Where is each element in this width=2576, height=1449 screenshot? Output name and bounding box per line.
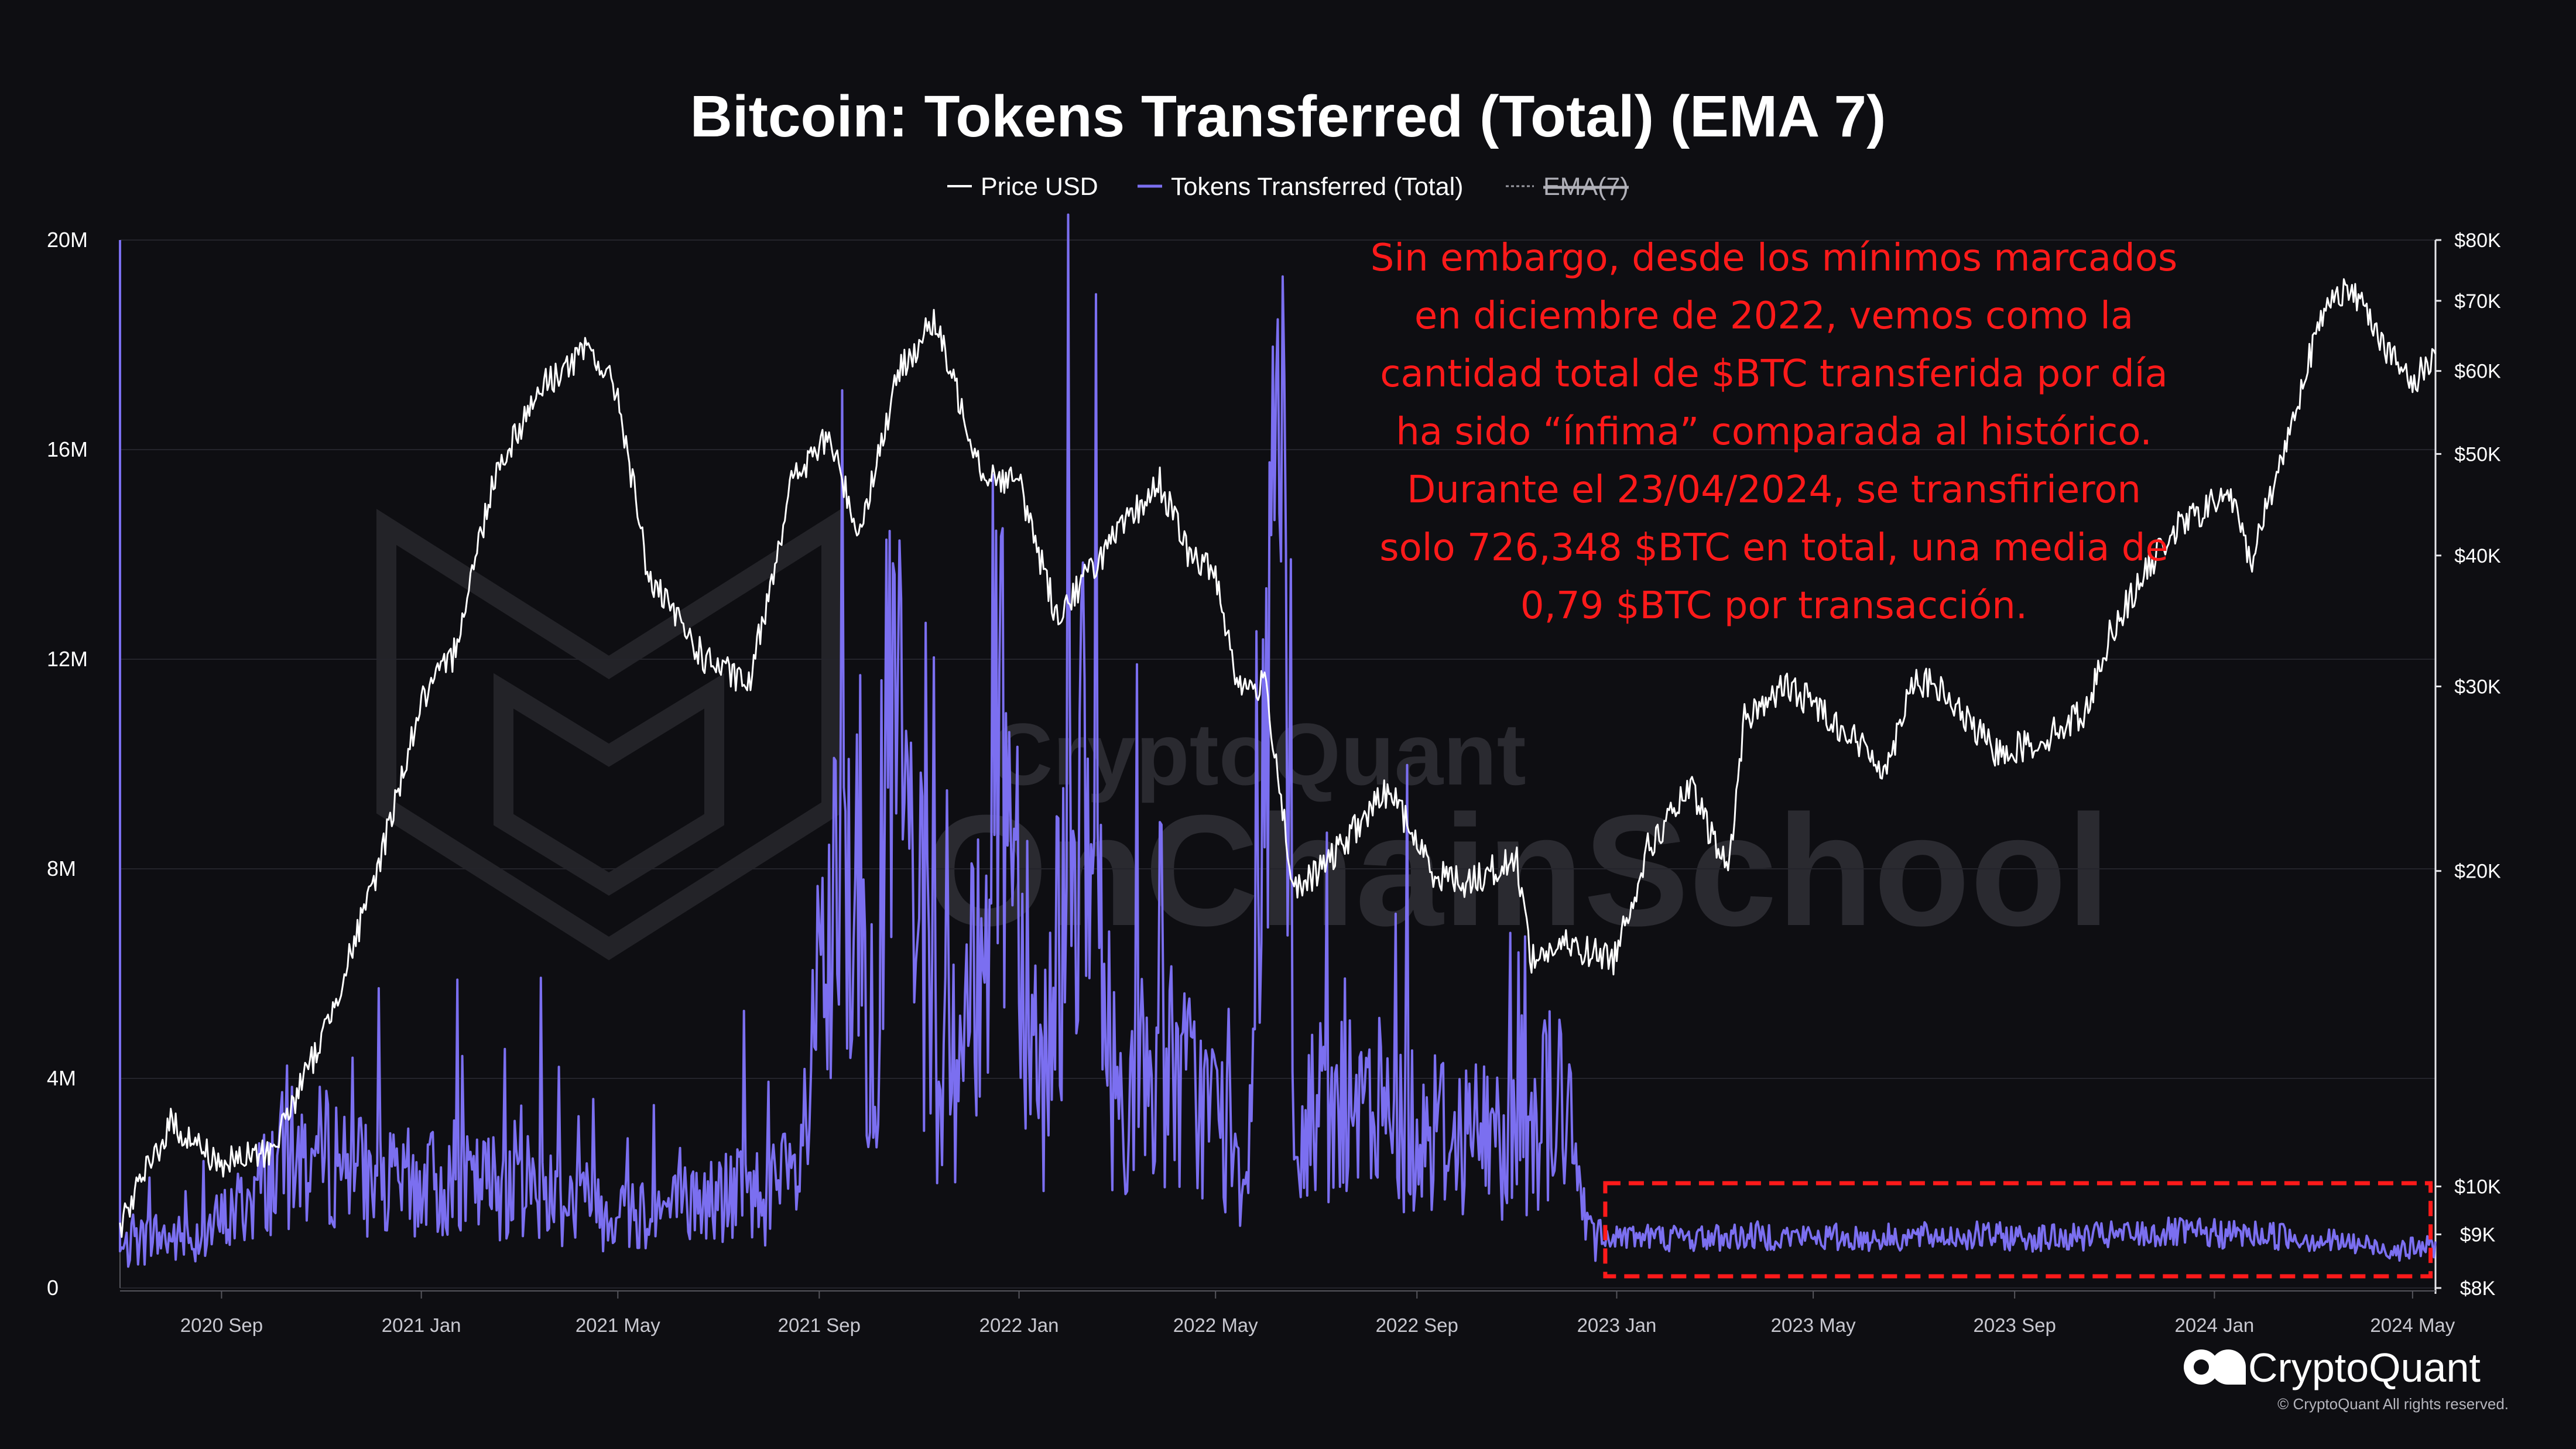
left-axis-ticks: 0 4M 8M 12M 16M 20M xyxy=(47,228,88,1300)
tokens-series xyxy=(119,213,2437,1268)
x-tick-0: 2020 Sep xyxy=(180,1314,263,1336)
chart-title: Bitcoin: Tokens Transferred (Total) (EMA… xyxy=(690,84,1886,149)
right-tick-0: $80K xyxy=(2454,229,2501,252)
highlight-box xyxy=(1603,1181,2433,1279)
right-tick-3: $50K xyxy=(2454,443,2501,465)
x-tick-2: 2021 May xyxy=(576,1314,660,1336)
price-line xyxy=(119,278,2437,1238)
legend-item-tokens[interactable]: Tokens Transferred (Total) xyxy=(1138,173,1463,201)
x-tick-7: 2023 Jan xyxy=(1577,1314,1657,1336)
right-tick-4: $40K xyxy=(2454,545,2501,567)
x-tick-10: 2024 Jan xyxy=(2175,1314,2255,1336)
x-tick-9: 2023 Sep xyxy=(1974,1314,2056,1336)
annotation-text: Sin embargo, desde los mínimos marcados e… xyxy=(1371,237,2178,628)
left-tick-3: 12M xyxy=(47,647,88,671)
annotation-line-5: solo 726,348 $BTC en total, una media de xyxy=(1379,526,2168,570)
brand: CryptoQuant © CryptoQuant All rights res… xyxy=(2184,1345,2509,1413)
annotation-line-0: Sin embargo, desde los mínimos marcados xyxy=(1371,237,2178,280)
right-tick-5: $30K xyxy=(2454,676,2501,698)
x-tick-11: 2024 May xyxy=(2370,1314,2455,1336)
price-series xyxy=(119,278,2437,1238)
brand-name: CryptoQuant xyxy=(2248,1345,2481,1390)
watermark-logo xyxy=(376,509,841,961)
tokens-line xyxy=(119,213,2437,1268)
x-tick-4: 2022 Jan xyxy=(979,1314,1059,1336)
right-tick-6: $20K xyxy=(2454,861,2501,883)
x-tick-8: 2023 May xyxy=(1771,1314,1856,1336)
left-tick-1: 4M xyxy=(47,1066,76,1090)
x-tick-1: 2021 Jan xyxy=(382,1314,461,1336)
legend-label-price: Price USD xyxy=(981,173,1098,201)
annotation-line-1: en diciembre de 2022, vemos como la xyxy=(1414,294,2133,338)
annotation-line-3: ha sido “ínfima” comparada al histórico. xyxy=(1396,410,2152,454)
left-tick-2: 8M xyxy=(47,857,76,881)
copyright-text: © CryptoQuant All rights reserved. xyxy=(2277,1395,2509,1413)
right-tick-2: $60K xyxy=(2454,361,2501,383)
x-tick-6: 2022 Sep xyxy=(1376,1314,1458,1336)
annotation-line-2: cantidad total de $BTC transferida por d… xyxy=(1380,352,2167,396)
legend-item-price[interactable]: Price USD xyxy=(947,173,1098,201)
left-tick-4: 16M xyxy=(47,437,88,461)
annotation-line-6: 0,79 $BTC por transacción. xyxy=(1520,584,2027,628)
left-tick-5: 20M xyxy=(47,228,88,252)
x-tick-3: 2021 Sep xyxy=(778,1314,861,1336)
right-tick-8: $9K xyxy=(2460,1224,2496,1246)
right-tick-1: $70K xyxy=(2454,290,2501,313)
annotation-line-4: Durante el 23/04/2024, se transfirieron xyxy=(1407,468,2141,512)
right-tick-7: $10K xyxy=(2454,1176,2501,1198)
cryptoquant-logo-icon xyxy=(2184,1349,2246,1385)
legend: Price USD Tokens Transferred (Total) EMA… xyxy=(947,173,1629,201)
x-tick-5: 2022 May xyxy=(1173,1314,1258,1336)
legend-label-tokens: Tokens Transferred (Total) xyxy=(1171,173,1463,201)
left-tick-0: 0 xyxy=(47,1276,59,1300)
x-axis-ticks: 2020 Sep 2021 Jan 2021 May 2021 Sep 2022 Jan… xyxy=(180,1291,2455,1336)
right-tick-9: $8K xyxy=(2460,1277,2496,1300)
legend-item-ema[interactable]: EMA(7) xyxy=(1506,173,1629,201)
right-axis-ticks: $80K $70K $60K $50K $40K $30K $20K $10K $9K $8K xyxy=(2435,229,2501,1300)
